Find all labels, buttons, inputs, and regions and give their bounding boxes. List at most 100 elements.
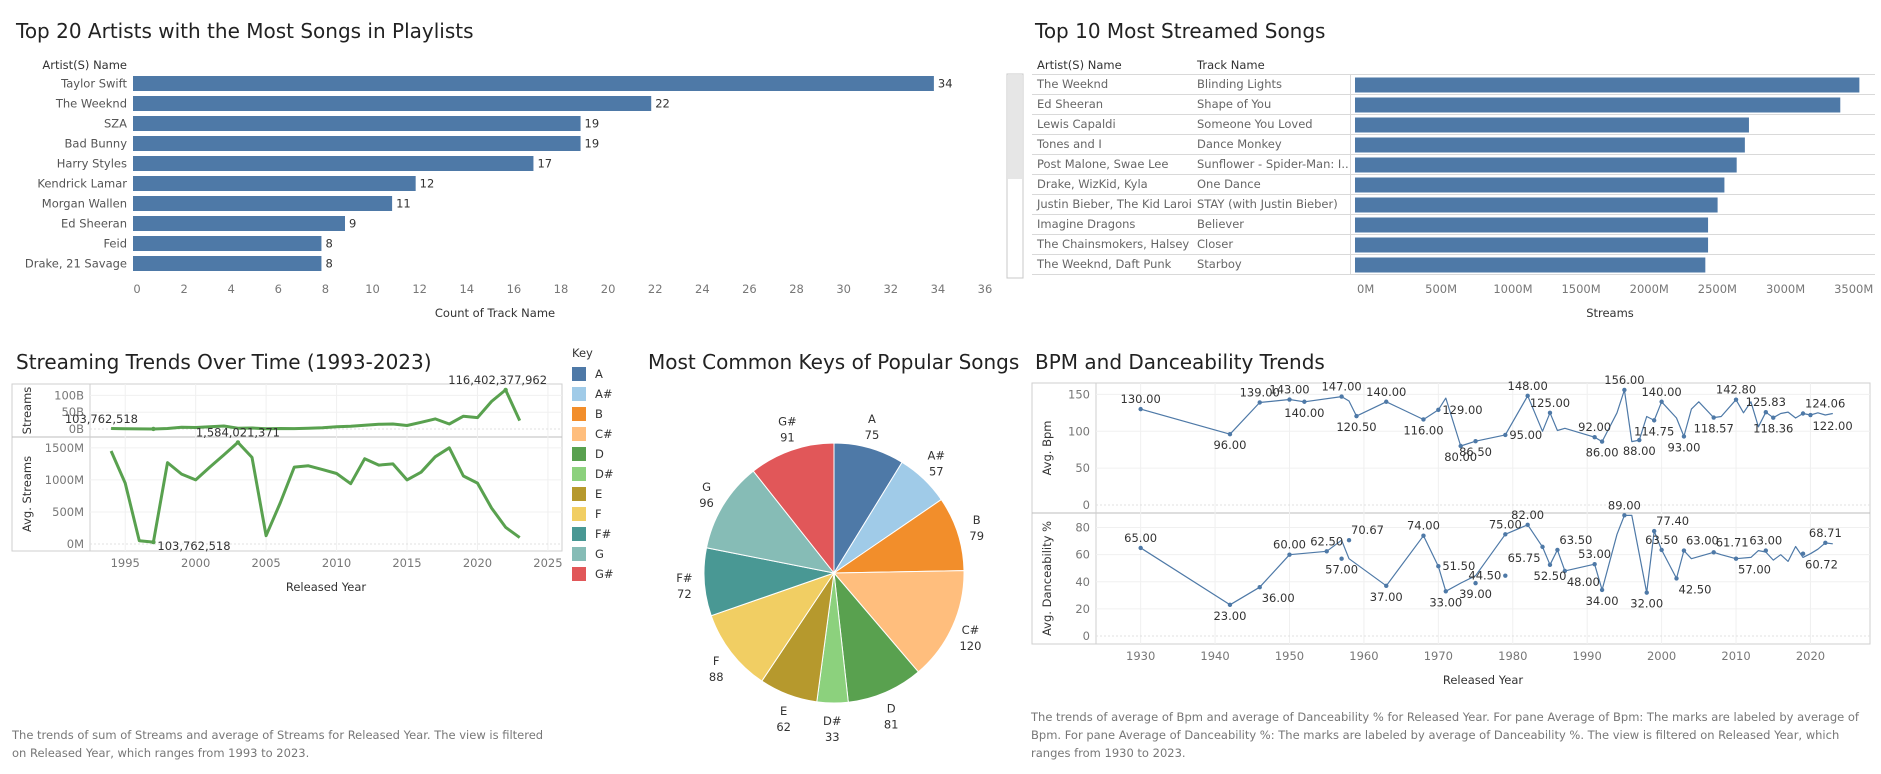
data-point [1287, 397, 1292, 402]
data-point [1503, 573, 1508, 578]
slice-label: F# [676, 571, 692, 585]
data-label: 147.00 [1321, 380, 1361, 394]
x-tick-label: 20 [601, 282, 616, 296]
data-point [1324, 549, 1329, 554]
artist-cell: The Weeknd, Daft Punk [1036, 257, 1172, 271]
legend-item: A [572, 364, 614, 384]
artist-cell: The Weeknd [1036, 77, 1108, 91]
key-legend: Key A A# B C# D D# E F F# G G# [572, 346, 614, 584]
x-axis-label: Count of Track Name [435, 306, 555, 320]
data-label: 75.00 [1489, 517, 1522, 531]
category-label: Bad Bunny [65, 137, 128, 151]
data-label: 63.00 [1686, 534, 1719, 548]
data-point [1681, 434, 1687, 439]
data-label: 88.00 [1623, 444, 1656, 458]
data-label: 62.50 [1310, 534, 1343, 548]
bpm-danceability-chart: 1930 1940 1950 1960 1970 1980 1990 2000 2010 2020… [1031, 373, 1871, 687]
bar [133, 156, 534, 171]
data-label: 9 [349, 217, 356, 231]
data-label: 80.00 [1444, 450, 1477, 464]
data-label: 77.40 [1656, 514, 1689, 528]
data-label: 130.00 [1121, 392, 1161, 406]
x-tick-label: 26 [742, 282, 757, 296]
data-point [1421, 533, 1426, 538]
x-tick-label: 2010 [1721, 649, 1750, 663]
legend-swatch [572, 547, 586, 561]
slice-label: A# [928, 449, 946, 463]
legend-swatch [572, 387, 586, 401]
x-tick-label: 34 [931, 282, 946, 296]
slice-value: 88 [709, 670, 724, 684]
top-streamed-title: Top 10 Most Streamed Songs [1035, 19, 1326, 43]
y-tick-label: 100B [54, 388, 84, 402]
legend-label: D# [595, 467, 614, 481]
x-tick-label: 2000M [1630, 282, 1669, 296]
data-point [1138, 406, 1143, 412]
category-label: The Weeknd [55, 97, 127, 111]
x-tick-label: 22 [648, 282, 663, 296]
y-tick-label: 0B [69, 422, 84, 436]
bar [133, 176, 416, 191]
data-label: 118.36 [1753, 422, 1793, 436]
x-tick-label: 1930 [1126, 649, 1155, 663]
x-tick-label: 2020 [1796, 649, 1825, 663]
artist-cell: Lewis Capaldi [1037, 117, 1116, 131]
bar [1355, 197, 1718, 213]
data-point [1503, 532, 1508, 537]
data-point [1458, 443, 1463, 449]
y-tick-label: 1000M [45, 473, 84, 487]
pie-slice [832, 570, 965, 673]
top-artists-title: Top 20 Artists with the Most Songs in Pl… [16, 19, 474, 43]
data-point [1346, 538, 1352, 543]
data-point [1384, 583, 1389, 589]
scrollbar-thumb [1008, 75, 1022, 179]
bar [1355, 137, 1745, 153]
legend-swatch [572, 567, 586, 581]
y-tick-label: 50B [61, 405, 84, 419]
bpm-danceability-panel: BPM and Danceability Trends 1930 1940 1950… [1020, 340, 1881, 774]
x-tick-label: 24 [695, 282, 710, 296]
legend-label: A [595, 367, 603, 381]
slice-label: F [713, 654, 720, 668]
y-tick-label: 1500M [45, 441, 84, 455]
slice-value: 33 [825, 730, 840, 744]
bar [133, 136, 581, 151]
bar [133, 96, 652, 111]
x-tick-label: 8 [322, 282, 329, 296]
x-tick-label: 1960 [1349, 649, 1378, 663]
bar [1355, 177, 1725, 193]
data-point [1733, 397, 1739, 402]
y-tick-label: 0 [1083, 498, 1090, 512]
data-label: 33.00 [1429, 595, 1462, 609]
slice-value: 57 [929, 465, 944, 479]
pie-slice [710, 572, 836, 682]
pie-slice [752, 442, 835, 575]
data-label: 48.00 [1567, 575, 1600, 589]
x-tick-label: 18 [554, 282, 569, 296]
x-tick-label: 4 [228, 282, 235, 296]
data-point [1525, 522, 1530, 528]
data-point [1473, 580, 1478, 586]
bar [1355, 157, 1737, 173]
bar [133, 236, 322, 251]
legend-swatch [572, 487, 586, 501]
slice-value: 120 [959, 639, 981, 653]
legend-item: D [572, 444, 614, 464]
legend-item: B [572, 404, 614, 424]
data-label: 86.00 [1586, 446, 1619, 460]
common-keys-title: Most Common Keys of Popular Songs [648, 350, 1020, 374]
track-cell: Someone You Loved [1197, 117, 1313, 131]
data-point [1711, 550, 1716, 555]
data-point [1823, 540, 1828, 546]
data-point [1644, 590, 1649, 595]
category-label: Morgan Wallen [42, 197, 127, 211]
x-axis-label: Streams [1586, 306, 1634, 320]
data-point [1674, 576, 1679, 581]
y-axis-label: Streams [20, 387, 34, 435]
data-label: 44.50 [1468, 569, 1501, 583]
data-point [1227, 602, 1233, 608]
artist-cell: Ed Sheeran [1037, 97, 1103, 111]
x-tick-label: 0M [1357, 282, 1374, 296]
data-point [1257, 585, 1262, 590]
common-keys-chart: A 75 A# 57 B 79 C# 120 D 81 D# 33 E 62 F 88 F# 72 G 96 G# 91 [676, 412, 984, 744]
